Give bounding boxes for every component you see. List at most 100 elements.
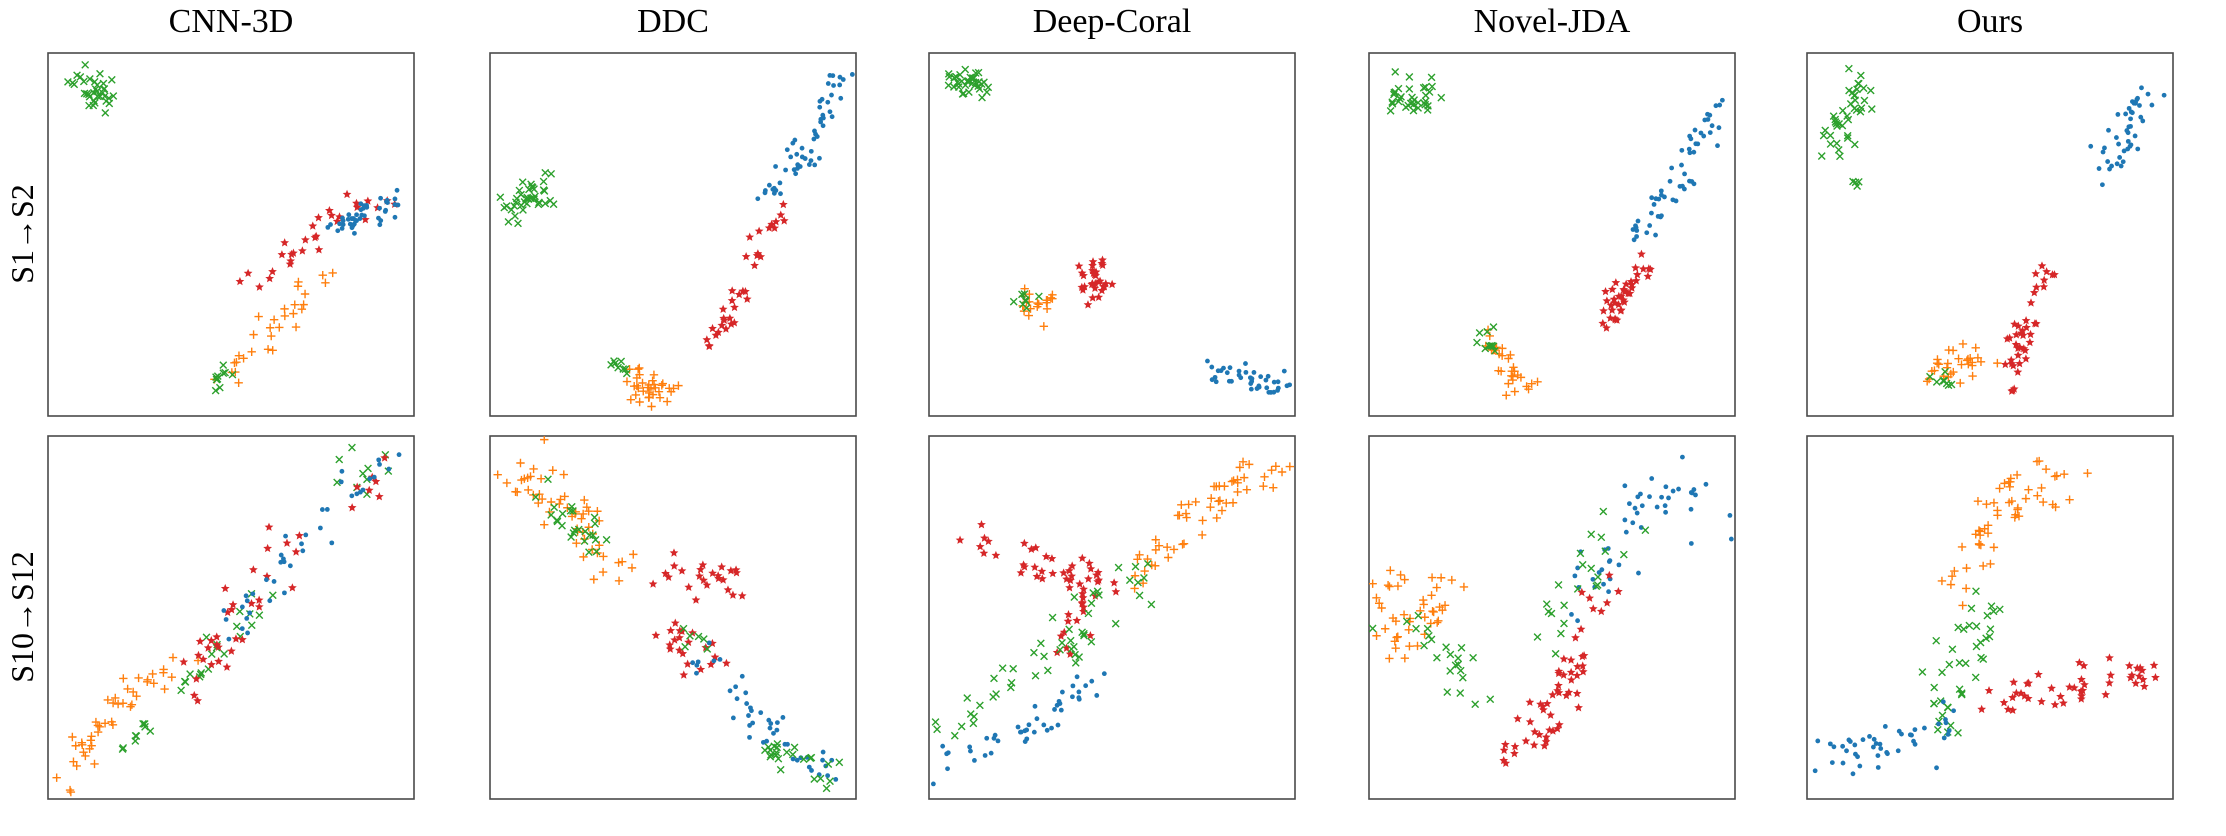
scatter-point-class-d-star <box>1075 579 1085 588</box>
scatter-point-class-a-dot <box>384 197 390 203</box>
scatter-point-class-d-star <box>247 598 256 608</box>
scatter-point-class-c-cross <box>1019 300 1027 309</box>
scatter-point-class-d-star <box>2065 682 2074 691</box>
scatter-point-class-d-star <box>1588 604 1598 613</box>
scatter-point-class-a-dot <box>817 155 822 161</box>
scatter-point-class-a-dot <box>1275 385 1281 391</box>
scatter-point-class-c-cross <box>146 727 155 736</box>
scatter-point-class-a-dot <box>378 195 383 201</box>
scatter-point-class-b-plus <box>1485 331 1494 341</box>
scatter-point-class-a-dot <box>1265 373 1271 379</box>
scatter-point-class-c-cross <box>93 81 102 89</box>
scatter-point-class-b-plus <box>649 370 659 379</box>
scatter-point-class-a-dot <box>283 533 288 539</box>
scatter-point-class-c-cross <box>81 60 90 69</box>
scatter-point-class-c-cross <box>76 73 85 81</box>
scatter-point-class-c-cross <box>1597 533 1606 542</box>
scatter-point-class-c-cross <box>99 85 108 94</box>
scatter-points <box>64 60 401 395</box>
scatter-point-class-d-star <box>727 296 737 305</box>
scatter-point-class-d-star <box>665 640 675 649</box>
scatter-point-class-b-plus <box>81 751 90 761</box>
scatter-point-class-d-star <box>750 260 759 270</box>
scatter-point-class-b-plus <box>625 365 634 374</box>
scatter-point-class-c-cross <box>1838 106 1847 115</box>
scatter-point-class-d-star <box>669 548 679 557</box>
scatter-point-class-a-dot <box>1719 97 1725 103</box>
scatter-point-class-b-plus <box>1380 624 1390 633</box>
scatter-point-class-d-star <box>314 245 324 254</box>
scatter-point-class-c-cross <box>1957 690 1966 699</box>
scatter-point-class-c-cross <box>1844 115 1853 124</box>
scatter-point-class-d-star <box>2079 661 2089 670</box>
scatter-point-class-a-dot <box>317 525 323 531</box>
scatter-point-class-c-cross <box>591 519 599 528</box>
scatter-point-class-a-dot <box>1041 722 1047 728</box>
scatter-point-class-a-dot <box>396 452 402 458</box>
scatter-point-class-d-star <box>2138 675 2148 684</box>
scatter-point-class-b-plus <box>148 669 157 679</box>
scatter-point-class-a-dot <box>1688 136 1694 142</box>
scatter-point-class-a-dot <box>264 577 269 583</box>
scatter-point-class-a-dot <box>1829 760 1835 765</box>
scatter-point-class-d-star <box>695 571 704 580</box>
scatter-point-class-b-plus <box>1504 379 1513 388</box>
scatter-point-class-a-dot <box>1867 734 1872 739</box>
scatter-point-class-b-plus <box>1957 360 1966 369</box>
scatter-point-class-d-star <box>301 235 310 244</box>
scatter-point-class-c-cross <box>984 83 993 92</box>
scatter-point-class-d-star <box>2016 328 2026 337</box>
scatter-point-class-c-cross <box>1427 635 1436 644</box>
scatter-point-class-a-dot <box>357 489 363 495</box>
scatter-point-class-b-plus <box>1978 561 1988 571</box>
scatter-point-class-d-star <box>723 585 733 594</box>
scatter-point-class-c-cross <box>1473 338 1481 347</box>
scatter-point-class-d-star <box>1087 279 1097 289</box>
scatter-point-class-c-cross <box>591 535 600 544</box>
scatter-points <box>496 72 855 411</box>
scatter-point-class-c-cross <box>969 719 978 728</box>
scatter-point-class-b-plus <box>513 487 522 497</box>
scatter-point-class-a-dot <box>1688 490 1694 495</box>
panel-frame <box>1368 435 1736 800</box>
scatter-point-class-b-plus <box>1954 354 1963 363</box>
scatter-point-class-d-star <box>2003 704 2013 714</box>
scatter-point-class-d-star <box>2151 672 2160 682</box>
scatter-point-class-d-star <box>2031 319 2041 328</box>
scatter-point-class-c-cross <box>1454 654 1463 663</box>
scatter-point-class-c-cross <box>1009 664 1018 673</box>
scatter-point-class-b-plus <box>2041 465 2051 474</box>
scatter-point-class-b-plus <box>1374 599 1384 608</box>
scatter-point-class-d-star <box>776 210 786 219</box>
scatter-point-class-a-dot <box>760 739 766 745</box>
scatter-point-class-c-cross <box>211 386 220 395</box>
scatter-point-class-d-star <box>1047 554 1057 563</box>
scatter-point-class-b-plus <box>1383 581 1393 590</box>
panel-frame <box>1368 52 1736 417</box>
scatter-point-class-b-plus <box>1497 351 1507 360</box>
scatter-point-class-a-dot <box>1026 722 1032 728</box>
scatter-point-class-c-cross <box>1490 347 1499 355</box>
scatter-point-class-b-plus <box>249 330 258 339</box>
scatter-point-class-b-plus <box>1244 460 1254 469</box>
scatter-point-class-a-dot <box>1840 743 1846 749</box>
panel-ours-s10-s12 <box>1806 435 2174 800</box>
scatter-point-class-c-cross <box>1458 673 1467 682</box>
scatter-point-class-d-star <box>1611 278 1621 287</box>
scatter-point-class-a-dot <box>984 735 990 741</box>
scatter-point-class-d-star <box>1546 710 1555 719</box>
scatter-point-class-b-plus <box>1983 529 1993 538</box>
scatter-point-class-c-cross <box>1832 139 1841 148</box>
scatter-point-class-a-dot <box>755 196 761 202</box>
scatter-point-class-d-star <box>2076 694 2086 703</box>
scatter-point-class-b-plus <box>1392 633 1401 642</box>
scatter-point-class-c-cross <box>364 464 372 473</box>
scatter-point-class-a-dot <box>988 750 994 756</box>
scatter-point-class-c-cross <box>1959 625 1968 634</box>
scatter-point-class-d-star <box>2105 653 2114 662</box>
scatter-point-class-a-dot <box>243 593 249 599</box>
scatter-point-class-d-star <box>308 221 318 230</box>
scatter-point-class-a-dot <box>354 212 359 218</box>
scatter-point-class-c-cross <box>219 361 228 370</box>
scatter-point-class-a-dot <box>808 158 814 163</box>
